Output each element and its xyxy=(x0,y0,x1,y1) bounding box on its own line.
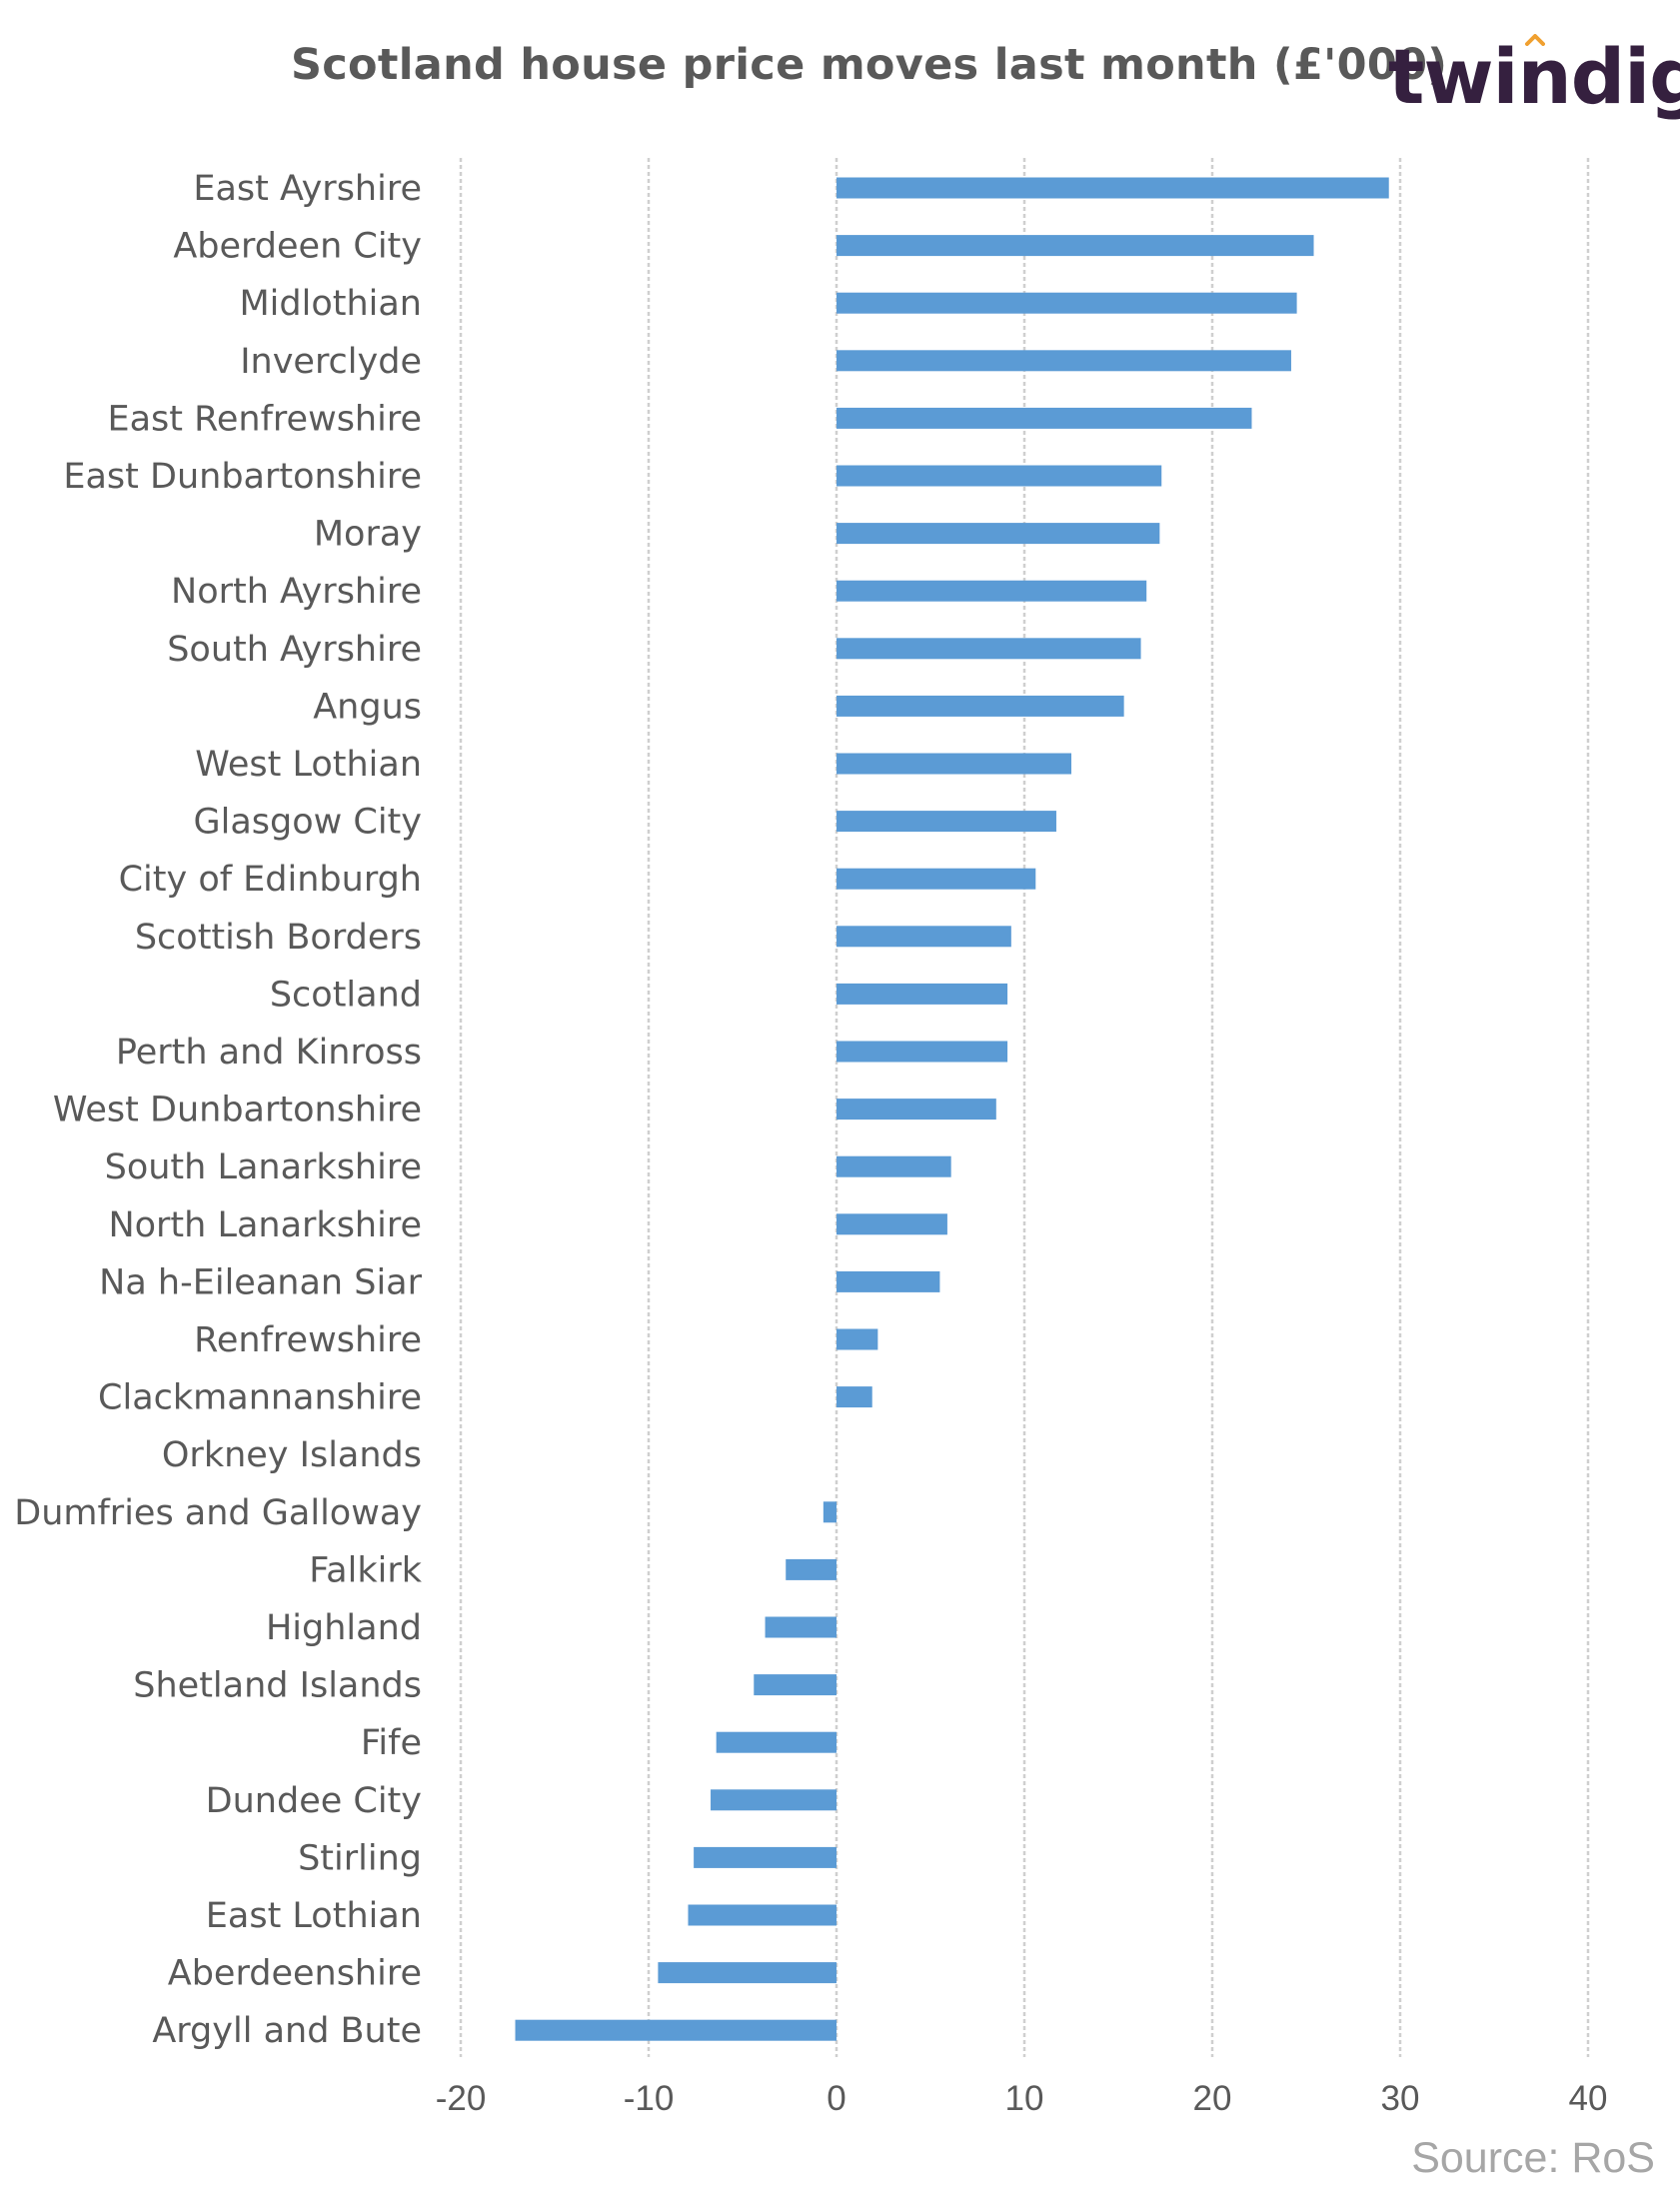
bar xyxy=(694,1846,837,1868)
bar xyxy=(837,1386,872,1408)
bar xyxy=(837,811,1056,833)
bar xyxy=(754,1674,837,1696)
category-label: Scotland xyxy=(270,975,422,1015)
bar xyxy=(515,2019,837,2041)
category-label: Argyll and Bute xyxy=(152,2011,422,2051)
category-label: City of Edinburgh xyxy=(119,860,422,900)
category-label: West Lothian xyxy=(195,745,422,785)
chart-title: Scotland house price moves last month (£… xyxy=(291,40,1448,90)
category-label: East Renfrewshire xyxy=(107,399,422,439)
category-label: Aberdeenshire xyxy=(168,1954,422,1994)
bar xyxy=(688,1904,837,1926)
category-label: Shetland Islands xyxy=(133,1666,422,1706)
x-tick-label: 20 xyxy=(1193,2079,1232,2118)
bar xyxy=(837,580,1147,602)
bars xyxy=(515,177,1389,2041)
bar xyxy=(837,1155,951,1177)
category-label: East Dunbartonshire xyxy=(63,457,422,497)
category-label: Na h-Eileanan Siar xyxy=(99,1262,422,1302)
bar xyxy=(837,177,1389,199)
bar xyxy=(837,695,1124,717)
category-label: South Lanarkshire xyxy=(105,1147,422,1187)
category-label: South Ayrshire xyxy=(167,630,422,670)
bar xyxy=(786,1558,837,1580)
category-label: East Lothian xyxy=(206,1896,422,1936)
category-label: Aberdeen City xyxy=(173,227,422,267)
bar xyxy=(765,1616,837,1638)
category-label: West Dunbartonshire xyxy=(53,1091,422,1130)
bar xyxy=(837,1328,878,1350)
bar xyxy=(837,1041,1008,1063)
bar xyxy=(837,350,1291,372)
category-label: East Ayrshire xyxy=(193,169,422,209)
bar xyxy=(716,1731,837,1753)
category-label: Perth and Kinross xyxy=(116,1033,422,1073)
bar xyxy=(658,1962,837,1984)
category-label: Dumfries and Galloway xyxy=(14,1493,422,1533)
category-label: Stirling xyxy=(298,1838,422,1878)
bar xyxy=(837,235,1314,257)
bar xyxy=(837,1270,940,1292)
logo-accent-icon xyxy=(1525,34,1545,46)
x-tick-label: 30 xyxy=(1381,2079,1420,2118)
x-tick-label: 0 xyxy=(827,2079,845,2118)
bar xyxy=(837,926,1011,948)
bar xyxy=(823,1501,837,1523)
category-label: Glasgow City xyxy=(193,803,422,843)
bar xyxy=(837,638,1141,660)
category-label: Falkirk xyxy=(309,1550,422,1590)
bar xyxy=(837,292,1297,314)
category-label: North Ayrshire xyxy=(171,572,422,612)
category-labels: East Ayrshire Aberdeen City Midlothian Inve… xyxy=(14,169,422,2051)
bar xyxy=(837,465,1162,487)
category-label: Inverclyde xyxy=(240,342,422,382)
bar xyxy=(837,753,1071,775)
category-label: Fife xyxy=(361,1723,422,1763)
source-note: Source: RoS xyxy=(1411,2134,1655,2182)
category-label: Renfrewshire xyxy=(194,1320,422,1360)
bar xyxy=(837,983,1008,1005)
category-label: Moray xyxy=(314,515,422,555)
x-tick-label: 40 xyxy=(1569,2079,1608,2118)
twindig-logo: twindig xyxy=(1388,12,1680,122)
bar xyxy=(837,868,1036,890)
gridlines xyxy=(459,158,1590,2057)
category-label: Dundee City xyxy=(206,1781,422,1821)
category-label: Scottish Borders xyxy=(135,918,422,958)
bar xyxy=(837,407,1252,429)
x-tick-label: -10 xyxy=(624,2079,675,2118)
category-label: Angus xyxy=(313,687,422,727)
x-axis-tick-labels: -20 -10 0 10 20 30 40 xyxy=(436,2079,1608,2118)
category-label: Clackmannanshire xyxy=(98,1378,422,1418)
x-tick-label: -20 xyxy=(436,2079,487,2118)
x-tick-label: 10 xyxy=(1005,2079,1044,2118)
category-label: Highland xyxy=(266,1608,422,1648)
bar xyxy=(837,1099,996,1120)
category-label: Orkney Islands xyxy=(162,1435,422,1475)
bar xyxy=(711,1789,837,1811)
logo-wordmark: twindig xyxy=(1388,32,1680,121)
bar xyxy=(837,523,1160,545)
category-label: Midlothian xyxy=(239,284,422,324)
bar xyxy=(837,1213,947,1235)
category-label: North Lanarkshire xyxy=(108,1205,422,1245)
